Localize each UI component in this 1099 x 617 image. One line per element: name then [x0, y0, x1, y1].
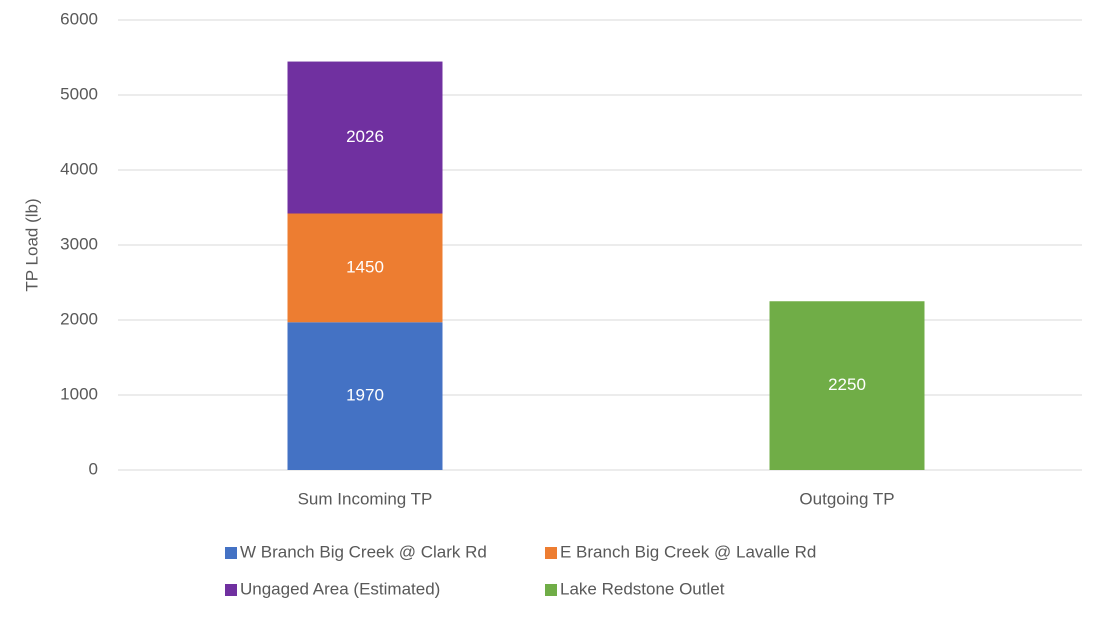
- legend-label: W Branch Big Creek @ Clark Rd: [240, 542, 487, 561]
- y-tick-label: 5000: [60, 84, 98, 103]
- y-tick-label: 4000: [60, 159, 98, 178]
- y-axis-label: TP Load (lb): [22, 198, 41, 291]
- bar-segment: [287, 213, 443, 323]
- legend-swatch: [225, 547, 237, 559]
- y-tick-label: 2000: [60, 309, 98, 328]
- y-tick-label: 6000: [60, 9, 98, 28]
- x-tick-label: Sum Incoming TP: [298, 489, 433, 508]
- bar-segment: [769, 301, 925, 470]
- bar-segment: [287, 322, 443, 470]
- legend-label: Ungaged Area (Estimated): [240, 579, 440, 598]
- legend-label: E Branch Big Creek @ Lavalle Rd: [560, 542, 816, 561]
- y-tick-label: 3000: [60, 234, 98, 253]
- y-tick-label: 1000: [60, 384, 98, 403]
- legend-swatch: [545, 547, 557, 559]
- data-label: 2250: [828, 375, 866, 394]
- legend-swatch: [545, 584, 557, 596]
- bar-segment: [287, 61, 443, 214]
- data-label: 1450: [346, 257, 384, 276]
- data-label: 1970: [346, 386, 384, 405]
- data-label: 2026: [346, 127, 384, 146]
- legend-label: Lake Redstone Outlet: [560, 579, 725, 598]
- y-tick-label: 0: [89, 459, 98, 478]
- x-tick-label: Outgoing TP: [799, 489, 894, 508]
- legend-swatch: [225, 584, 237, 596]
